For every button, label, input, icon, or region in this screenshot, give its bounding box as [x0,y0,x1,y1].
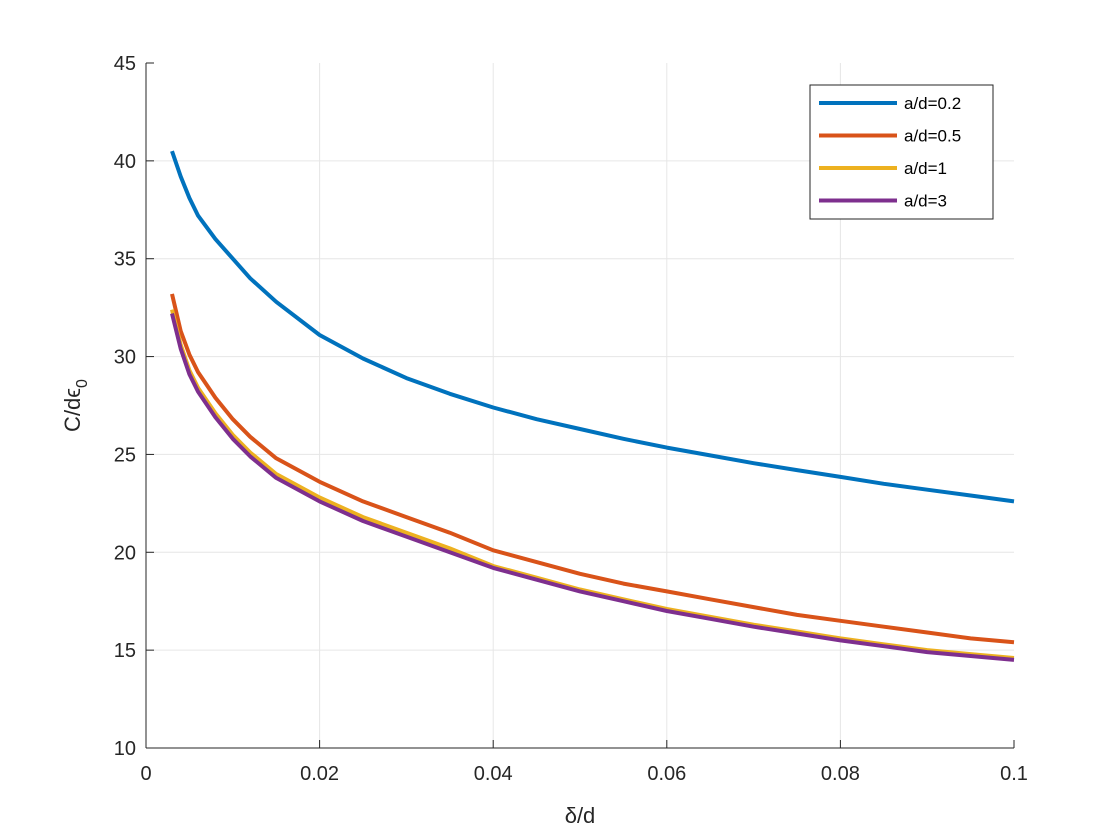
x-tick-label: 0.04 [474,763,513,785]
y-tick-label: 30 [114,347,136,369]
series-group [170,150,1015,662]
x-tick-label: 0 [140,763,151,785]
legend-label: a/d=3 [904,192,947,211]
x-tick-label: 0.02 [300,763,339,785]
legend-box [809,84,994,220]
y-tick-label: 10 [114,738,136,760]
y-tick-label: 20 [114,542,136,564]
x-tick-label: 0.08 [821,763,860,785]
legend-label: a/d=0.2 [904,94,961,113]
x-tick-label: 0.06 [647,763,686,785]
y-axis-label-main: C/dϵ [60,388,85,432]
legend-label: a/d=0.5 [904,127,961,146]
y-axis-label-subscript: 0 [74,379,91,388]
y-tick-label: 45 [114,53,136,75]
ticks: 0 0.02 0.04 0.06 0.08 0.1 10 15 20 25 30 35 40 45 [114,53,1028,785]
x-tick-label: 0.1 [1000,763,1028,785]
axes [145,63,1014,749]
y-tick-label: 35 [114,249,136,271]
series-line-2 [170,293,1015,645]
y-tick-label: 15 [114,640,136,662]
y-axis-label: C/dϵ0 [60,379,91,432]
series-line-4 [170,313,1015,662]
series-line-1 [170,150,1015,504]
x-axis-label: δ/d [565,803,596,828]
legend-label: a/d=1 [904,159,947,178]
legend: a/d=0.2 a/d=0.5 a/d=1 a/d=3 [809,84,994,220]
y-tick-label: 25 [114,444,136,466]
grid [146,63,1014,748]
y-tick-label: 40 [114,151,136,173]
